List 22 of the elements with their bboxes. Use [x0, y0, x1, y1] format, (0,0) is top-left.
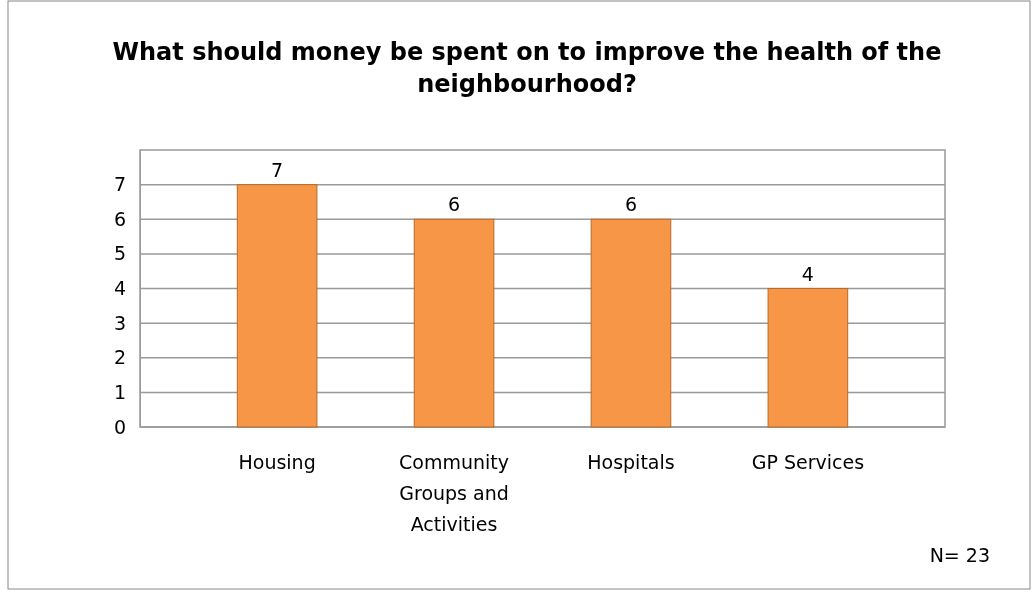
y-tick-label: 5 — [113, 242, 126, 265]
x-tick-label: GP Services — [751, 451, 865, 473]
y-tick-label: 3 — [113, 311, 126, 334]
y-tick-label: 7 — [113, 173, 126, 196]
data-label: 6 — [447, 193, 461, 216]
text: N= 23 — [929, 544, 990, 566]
y-tick-label: 0 — [113, 415, 126, 438]
x-tick-label: Housing — [238, 451, 316, 473]
bar — [590, 218, 672, 428]
chart-title: What should money be spent on to improve the health of the neighbourhood? — [112, 38, 942, 98]
bar — [767, 288, 849, 428]
bar — [413, 218, 495, 428]
data-label: 4 — [801, 262, 814, 285]
y-tick-label: 2 — [113, 346, 126, 369]
x-tick-label: Hospitals — [587, 451, 675, 473]
x-tick-label: Community Groups and Activities — [399, 451, 510, 535]
bar — [236, 184, 318, 428]
y-tick-label: 4 — [113, 277, 126, 300]
data-label: 6 — [624, 193, 638, 216]
y-tick-label: 6 — [113, 207, 126, 230]
data-label: 7 — [271, 158, 284, 181]
y-tick-label: 1 — [113, 380, 126, 403]
